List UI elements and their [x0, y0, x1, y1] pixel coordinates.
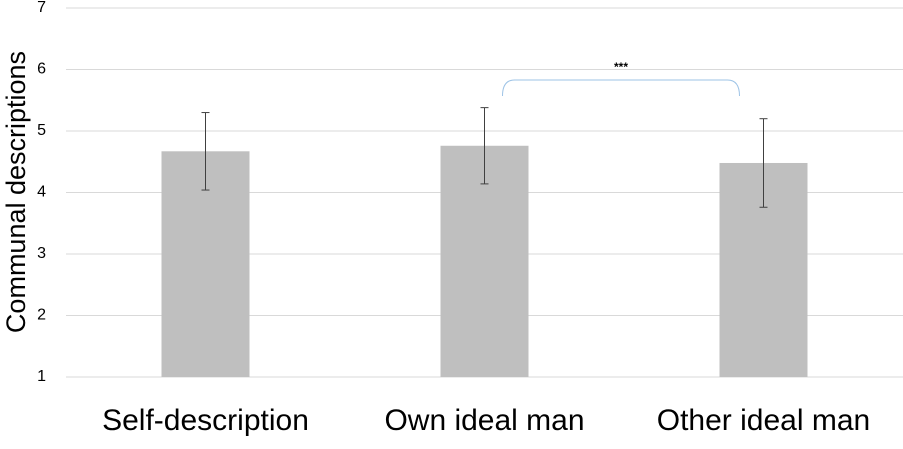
x-tick-label: Self-description: [102, 404, 309, 437]
y-tick-label: 3: [37, 245, 46, 262]
y-tick-label: 6: [37, 61, 46, 78]
y-tick-label: 1: [37, 368, 46, 385]
error-bar: [759, 118, 768, 208]
y-tick-label: 2: [37, 307, 46, 324]
y-tick-label: 7: [37, 0, 46, 16]
y-tick-label: 4: [37, 184, 46, 201]
x-tick-label: Own ideal man: [384, 404, 584, 437]
y-axis-label: Communal descriptions: [1, 51, 31, 333]
x-tick-label: Other ideal man: [657, 404, 870, 437]
error-bar: [480, 107, 489, 185]
y-tick-label: 5: [37, 122, 46, 139]
error-bar: [201, 112, 210, 191]
significance-bracket: [502, 79, 740, 97]
significance-label: ***: [614, 60, 628, 74]
